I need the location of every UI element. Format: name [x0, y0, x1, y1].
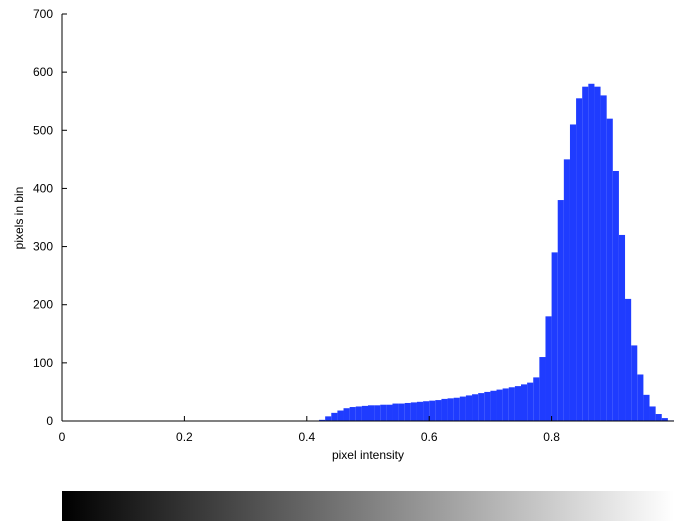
y-axis-ticks: 0 100 200 300 400 500 600 700	[33, 7, 67, 428]
histogram-bar	[380, 404, 387, 421]
y-tick-label: 100	[33, 356, 53, 370]
histogram-bar	[637, 374, 644, 421]
histogram-bar	[527, 382, 534, 421]
y-tick-label: 400	[33, 181, 53, 195]
histogram-bar	[410, 402, 417, 421]
histogram-bar	[514, 386, 521, 421]
histogram-bar	[557, 200, 564, 421]
histogram-bar	[594, 86, 601, 421]
histogram-bar	[343, 408, 350, 421]
histogram-bar	[404, 402, 411, 421]
y-tick-label: 0	[46, 414, 53, 428]
histogram-bar	[582, 86, 589, 421]
histogram-bar	[398, 403, 405, 421]
histogram-bar	[423, 401, 430, 421]
histogram-bar	[508, 387, 515, 421]
histogram-bar	[533, 377, 540, 421]
histogram-bar	[331, 412, 338, 421]
x-tick-label: 0.2	[176, 430, 193, 444]
histogram-bar	[465, 395, 473, 421]
histogram-bar	[600, 95, 607, 422]
y-tick-label: 700	[33, 7, 53, 21]
histogram-bar	[435, 400, 442, 421]
histogram-bar	[625, 298, 632, 421]
histogram-bar	[655, 414, 662, 421]
histogram-bar	[392, 403, 399, 421]
histogram-bar	[472, 394, 479, 421]
histogram-bar	[447, 398, 454, 421]
histogram-bar	[545, 316, 552, 421]
histogram-bar	[631, 345, 638, 421]
histogram-bar	[361, 405, 368, 421]
y-tick-label: 500	[33, 123, 53, 137]
histogram-bar	[521, 384, 528, 421]
histogram-bar	[606, 118, 613, 422]
histogram-bar	[484, 391, 491, 421]
histogram-bar	[588, 83, 595, 422]
histogram-bar	[618, 234, 626, 421]
histogram-bar	[337, 410, 344, 421]
histogram-bar	[325, 416, 332, 421]
y-tick-label: 300	[33, 240, 53, 254]
histogram-bar	[612, 170, 619, 421]
intensity-colorbar	[62, 491, 674, 521]
y-tick-label: 200	[33, 298, 53, 312]
histogram-bar	[551, 252, 558, 421]
histogram-bars	[319, 83, 674, 422]
histogram-bar	[459, 396, 466, 421]
histogram-bar	[576, 98, 583, 422]
histogram-bar	[386, 404, 393, 421]
x-axis-ticks: 0 0.2 0.4 0.6 0.8	[59, 416, 560, 444]
x-tick-label: 0.4	[298, 430, 315, 444]
histogram-bar	[502, 388, 509, 421]
histogram-bar	[563, 159, 570, 421]
histogram-bar	[355, 406, 362, 421]
histogram-bar	[368, 405, 375, 421]
histogram-bar	[374, 405, 381, 421]
x-axis-label: pixel intensity	[332, 448, 404, 462]
histogram-bar	[453, 397, 460, 421]
histogram-bar	[661, 418, 668, 421]
histogram-bar	[539, 357, 546, 421]
histogram-bar	[496, 389, 503, 421]
histogram-bar	[441, 398, 448, 421]
histogram-bar	[416, 401, 424, 421]
histogram-bar	[649, 406, 656, 421]
y-tick-label: 600	[33, 65, 53, 79]
histogram-bar	[349, 407, 356, 421]
x-tick-label: 0	[59, 430, 66, 444]
histogram-bar	[478, 393, 485, 421]
x-tick-label: 0.8	[543, 430, 560, 444]
y-axis-label: pixels in bin	[12, 187, 26, 250]
histogram-bar	[429, 400, 436, 421]
histogram-bar	[490, 390, 497, 421]
x-tick-label: 0.6	[421, 430, 438, 444]
histogram-bar	[643, 394, 650, 421]
histogram-bar	[569, 124, 577, 421]
histogram-bar	[319, 419, 326, 421]
